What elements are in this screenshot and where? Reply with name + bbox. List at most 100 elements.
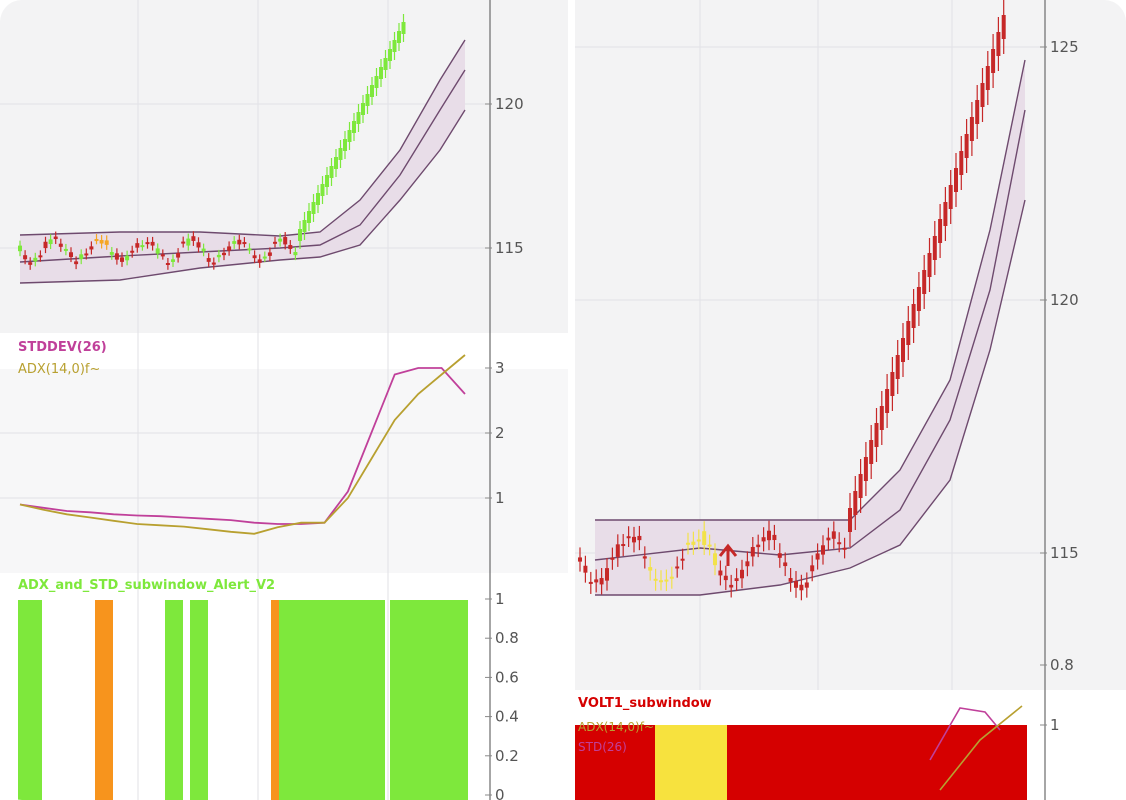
candle-body	[708, 545, 712, 547]
candle-body	[864, 457, 868, 481]
candle-body	[681, 559, 685, 561]
candle-body	[212, 263, 216, 265]
candle-body	[23, 255, 27, 259]
candle-body	[718, 571, 722, 576]
left-price-panel	[0, 0, 568, 333]
candle-body	[370, 85, 374, 97]
candle-body	[388, 49, 392, 61]
candle-body	[762, 537, 766, 541]
candle-body	[1002, 15, 1006, 39]
candle-body	[135, 243, 139, 248]
candle-body	[691, 542, 695, 545]
candle-body	[303, 220, 307, 232]
candle-body	[675, 566, 679, 568]
candle-body	[217, 255, 221, 257]
candle-body	[28, 262, 32, 265]
candle-body	[938, 219, 942, 243]
candle-body	[799, 585, 803, 591]
candle-body	[79, 254, 83, 259]
left-price-tick-label: 120	[495, 95, 524, 113]
left-alert-tick-label: 1	[495, 590, 505, 608]
candle-body	[686, 543, 690, 545]
alert-bar	[271, 600, 279, 800]
candle-body	[724, 576, 728, 580]
candle-body	[869, 440, 873, 464]
candle-body	[751, 547, 755, 556]
candle-body	[756, 545, 760, 547]
candle-body	[379, 67, 383, 79]
candle-body	[648, 567, 652, 570]
candle-body	[95, 239, 99, 241]
candle-body	[745, 561, 749, 566]
candle-body	[826, 538, 830, 541]
candle-body	[268, 252, 272, 255]
candle-body	[578, 557, 582, 561]
candle-body	[896, 355, 900, 379]
volt-sub-label-1: ADX(14,0)f~	[578, 720, 654, 734]
candle-body	[130, 251, 134, 253]
alert-bar	[190, 600, 208, 800]
candle-body	[659, 580, 663, 582]
candle-body	[156, 248, 160, 253]
candle-body	[44, 242, 48, 248]
candle-body	[740, 570, 744, 578]
candle-body	[697, 539, 701, 541]
candle-body	[33, 258, 37, 262]
candle-body	[821, 545, 825, 554]
candle-body	[140, 245, 144, 247]
candle-body	[917, 287, 921, 311]
candle-body	[54, 237, 58, 239]
candle-body	[186, 239, 190, 246]
candle-body	[610, 558, 614, 560]
candle-body	[943, 202, 947, 226]
candle-body	[207, 258, 211, 262]
left-alert-tick-label: 0.2	[495, 747, 519, 765]
candle-body	[242, 242, 246, 244]
candle-body	[293, 252, 297, 255]
candle-body	[933, 236, 937, 260]
candle-body	[278, 239, 282, 242]
candle-body	[810, 565, 814, 571]
candle-body	[312, 202, 316, 214]
candle-body	[402, 22, 406, 34]
candle-body	[981, 83, 985, 107]
candle-body	[912, 304, 916, 328]
candle-body	[321, 184, 325, 196]
left-indicator-tick-label: 2	[495, 424, 505, 442]
candle-body	[38, 255, 42, 257]
left-alert-tick-label: 0.8	[495, 629, 519, 647]
candle-body	[69, 252, 73, 257]
candle-body	[996, 32, 1000, 56]
candle-body	[627, 536, 631, 538]
candle-body	[922, 270, 926, 294]
candle-body	[307, 211, 311, 223]
candle-body	[375, 76, 379, 88]
candle-body	[643, 556, 647, 558]
candle-body	[767, 531, 771, 540]
candle-body	[965, 134, 969, 158]
candle-body	[816, 553, 820, 559]
candle-body	[885, 389, 889, 413]
candle-body	[283, 237, 287, 244]
right-price-tick-label: 125	[1050, 38, 1079, 56]
candle-body	[18, 246, 22, 252]
candle-body	[928, 253, 932, 277]
stddev-title: STDDEV(26)	[18, 340, 107, 355]
candle-body	[202, 249, 206, 252]
candle-body	[794, 581, 798, 588]
candle-body	[600, 578, 604, 584]
right-volt-tick-label: 1	[1050, 716, 1060, 734]
candle-body	[594, 579, 598, 582]
candle-body	[273, 242, 277, 244]
candle-body	[339, 148, 343, 160]
candle-body	[232, 241, 236, 244]
alert-bar	[165, 600, 183, 800]
candle-body	[222, 253, 226, 255]
candle-body	[954, 168, 958, 192]
candle-body	[713, 553, 717, 565]
alert-bar	[390, 600, 468, 800]
candle-body	[74, 261, 78, 264]
candle-body	[729, 585, 733, 588]
candle-body	[64, 249, 68, 251]
